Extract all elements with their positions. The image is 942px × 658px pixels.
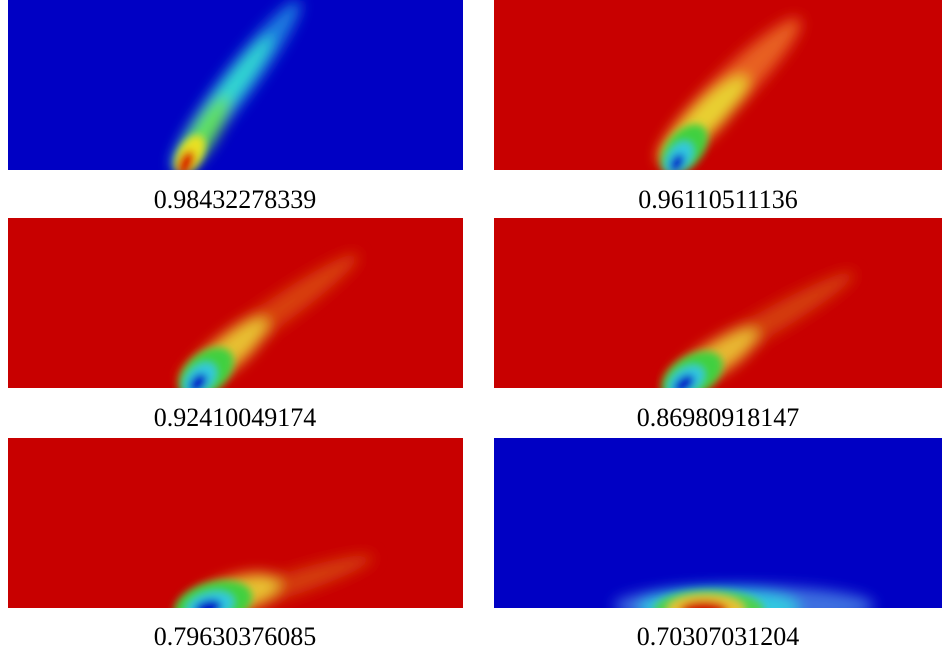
- caption: 0.92410049174: [154, 403, 317, 432]
- caption: 0.96110511136: [638, 185, 798, 214]
- caption: 0.98432278339: [154, 185, 317, 214]
- panel-image: [8, 438, 463, 608]
- panel-image: [8, 0, 463, 170]
- caption: 0.79630376085: [154, 622, 317, 651]
- panel-image: [8, 218, 463, 388]
- panel-image: [494, 218, 942, 388]
- caption: 0.70307031204: [637, 622, 800, 651]
- caption: 0.86980918147: [637, 403, 800, 432]
- panel-image: [494, 0, 942, 170]
- panel-image: [494, 438, 942, 608]
